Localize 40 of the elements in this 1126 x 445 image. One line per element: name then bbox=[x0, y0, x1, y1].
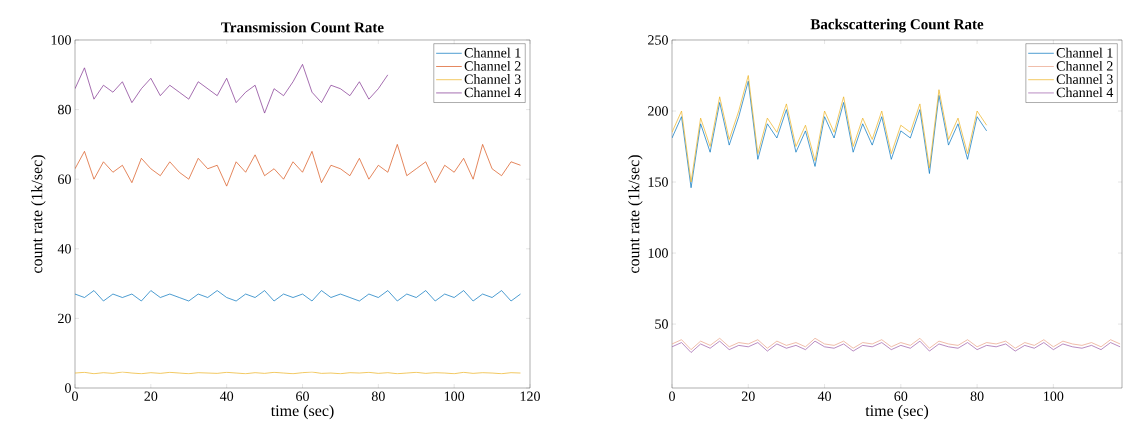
y-tick-label: 150 bbox=[648, 177, 668, 187]
x-tick-label: 60 bbox=[894, 391, 908, 401]
chart-title: Backscattering Count Rate bbox=[810, 18, 984, 33]
y-tick-label: 100 bbox=[648, 248, 668, 258]
x-tick-label: 80 bbox=[970, 391, 984, 401]
y-tick-label: 200 bbox=[648, 106, 668, 116]
legend-label: Channel 3 bbox=[1056, 74, 1113, 84]
y-axis-title: count rate (1k/sec) bbox=[628, 155, 643, 273]
x-tick-label: 80 bbox=[371, 391, 385, 401]
x-tick-label: 40 bbox=[817, 391, 832, 401]
x-tick-label: 120 bbox=[520, 391, 540, 401]
y-tick-label: 0 bbox=[65, 383, 71, 393]
x-tick-label: 0 bbox=[669, 391, 675, 401]
y-tick-label: 40 bbox=[57, 244, 71, 254]
x-tick-label: 40 bbox=[219, 391, 234, 401]
line-series bbox=[75, 290, 521, 302]
legend-label: Channel 2 bbox=[464, 60, 521, 71]
x-tick-label: 0 bbox=[72, 391, 78, 401]
legend-label: Channel 2 bbox=[1056, 60, 1113, 71]
line-series bbox=[75, 144, 521, 187]
x-axis-title: time (sec) bbox=[270, 404, 334, 420]
x-tick-label: 20 bbox=[144, 391, 158, 401]
x-tick-label: 60 bbox=[296, 391, 309, 401]
x-tick-label: 20 bbox=[741, 391, 755, 401]
y-tick-label: 250 bbox=[648, 35, 668, 45]
legend-label: Channel 3 bbox=[464, 74, 521, 84]
legend-label: Channel 1 bbox=[1056, 47, 1113, 58]
legend-label: Channel 4 bbox=[1056, 87, 1114, 98]
x-axis-title: time (sec) bbox=[865, 404, 929, 420]
x-tick-label: 100 bbox=[444, 391, 465, 401]
y-tick-label: 100 bbox=[51, 35, 71, 45]
legend-label: Channel 1 bbox=[464, 47, 521, 58]
chart-title: Transmission Count Rate bbox=[221, 21, 384, 33]
x-tick-label: 100 bbox=[1044, 391, 1064, 401]
y-axis-title: count rate (1k/sec) bbox=[31, 155, 46, 273]
y-tick-label: 50 bbox=[655, 319, 668, 329]
y-tick-label: 60 bbox=[58, 174, 71, 184]
legend-label: Channel 4 bbox=[464, 87, 522, 98]
y-tick-label: 20 bbox=[58, 313, 71, 324]
y-tick-label: 80 bbox=[58, 104, 71, 115]
